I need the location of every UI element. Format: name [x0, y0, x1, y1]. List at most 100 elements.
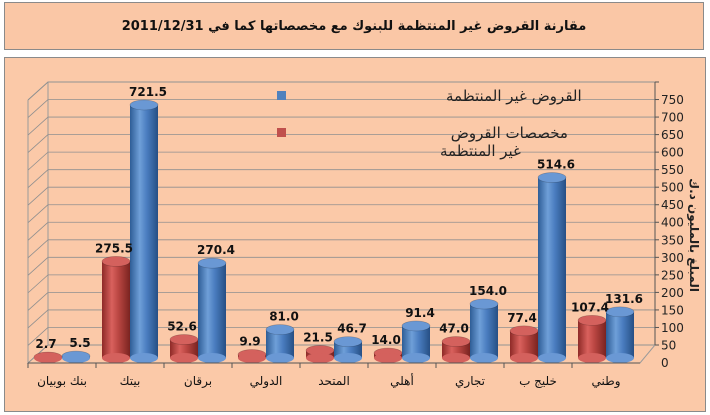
bar-provisions-base: [170, 353, 198, 363]
data-label-loans: 514.6: [537, 158, 575, 172]
bar-loans: [402, 325, 430, 358]
y-tick-label: 450: [661, 198, 684, 212]
bar-loans: [130, 104, 158, 358]
bar-provisions-top: [509, 325, 539, 337]
data-label-loans: 270.4: [197, 243, 235, 257]
bar-loans-base: [266, 353, 294, 363]
gridline-side: [27, 116, 49, 136]
bar-loans-base: [470, 353, 498, 363]
bar-loans-top: [537, 172, 567, 183]
gridline-side: [27, 274, 49, 294]
data-label-provisions: 275.5: [95, 241, 133, 255]
gridline-side: [27, 204, 49, 224]
data-label-provisions: 47.0: [439, 322, 469, 336]
data-label-provisions: 52.6: [167, 320, 197, 334]
legend-provisions-swatch: [277, 128, 286, 137]
bar-loans-base: [606, 353, 634, 363]
bar-loans-base: [198, 353, 226, 363]
bar-provisions-base: [238, 353, 266, 363]
legend: القروض غير المنتظمة مخصصات القروض غير ال…: [277, 87, 582, 160]
gridline-side: [27, 169, 49, 188]
bar-loans-base: [334, 353, 362, 363]
axes: 0 50 100 150 200 250 300 350 400 450 500 550 600 650 7…: [27, 81, 684, 389]
data-label-provisions: 107.4: [571, 300, 609, 314]
y-tick-label: 200: [661, 286, 684, 300]
bar-loans: [606, 311, 634, 358]
gridline-side: [27, 99, 49, 118]
data-label-loans: 721.5: [129, 85, 167, 99]
gridline-side: [27, 327, 49, 346]
gridline-side: [27, 257, 49, 276]
chart-title: مقارنة القروض غير المنتظمة للبنوك مع مخص…: [4, 2, 704, 50]
x-tick-label: بيتك: [120, 374, 141, 388]
y-tick-label: 550: [661, 163, 684, 177]
y-tick-label: 300: [661, 251, 684, 265]
data-label-provisions: 14.0: [371, 333, 401, 347]
bar-provisions-base: [442, 353, 470, 363]
bar-provisions: [170, 339, 198, 358]
y-tick-label: 500: [661, 181, 684, 195]
bar-loans: [538, 177, 566, 358]
y-tick-label: 50: [661, 338, 676, 352]
y-tick-label: 100: [661, 321, 684, 335]
bar-loans-base: [538, 353, 566, 363]
data-label-loans: 5.5: [69, 336, 90, 350]
bar-provisions-top: [441, 336, 471, 347]
bar-provisions-top: [169, 334, 199, 345]
data-label-provisions: 21.5: [303, 330, 333, 344]
bar-loans-top: [197, 257, 227, 269]
bar-provisions-top: [577, 315, 607, 326]
x-tick-label: أهلي: [390, 373, 414, 388]
gridline-side: [27, 221, 49, 241]
bar-provisions-base: [34, 353, 62, 363]
gridline-side: [27, 151, 49, 171]
gridline-side: [27, 134, 49, 153]
gridline-side: [27, 292, 49, 311]
y-tick-label: 700: [661, 111, 684, 125]
y-tick-label: 0: [661, 356, 669, 370]
y-tick-label: 250: [661, 268, 684, 282]
y-tick-label: 150: [661, 303, 684, 317]
gridline-side: [27, 309, 49, 329]
bar-provisions-base: [374, 353, 402, 363]
legend-loans-swatch: [277, 91, 286, 100]
y-tick-label: 750: [661, 93, 684, 107]
data-label-provisions: 2.7: [35, 337, 56, 351]
bar-loans-top: [605, 306, 635, 318]
y-tick-label: 600: [661, 146, 684, 160]
x-tick-label: تجاري: [455, 374, 485, 389]
bar-loans-base: [402, 353, 430, 363]
x-tick-label: خليج ب: [519, 374, 557, 388]
x-tick-label: المتحد: [318, 374, 350, 388]
x-tick-label: بنك بوبيان: [37, 374, 87, 389]
bar-loans-top: [401, 320, 431, 332]
legend-provisions-label: مخصصات القروض غير المنتظمة: [440, 124, 568, 160]
y-axis-label: المبلغ بالمليون د.ك: [686, 178, 701, 292]
bar-loans-top: [333, 336, 363, 347]
x-tick-label: الدولي: [250, 374, 283, 389]
bar-loans: [470, 303, 498, 358]
bar-provisions: [578, 320, 606, 358]
bar-loans-top: [469, 298, 499, 310]
y-tick-label: 650: [661, 128, 684, 142]
bar-provisions-top: [101, 256, 131, 267]
bar-provisions-base: [510, 353, 538, 363]
gridline-side: [27, 81, 49, 101]
bar-provisions-base: [578, 353, 606, 363]
data-label-provisions: 9.9: [239, 335, 260, 349]
y-tick-label: 400: [661, 216, 684, 230]
bar-loans-base: [130, 353, 158, 363]
x-tick-label: وطني: [592, 374, 621, 389]
bar-loans-top: [265, 324, 295, 335]
data-label-loans: 46.7: [337, 322, 367, 336]
legend-loans-label: القروض غير المنتظمة: [446, 87, 582, 105]
x-tick-label: برقان: [184, 374, 212, 389]
gridline-side: [27, 239, 49, 259]
bars: [33, 99, 635, 363]
bar-provisions-base: [102, 353, 130, 363]
data-label-loans: 81.0: [269, 310, 299, 324]
data-label-provisions: 77.4: [507, 311, 537, 325]
bar-provisions: [102, 261, 130, 358]
